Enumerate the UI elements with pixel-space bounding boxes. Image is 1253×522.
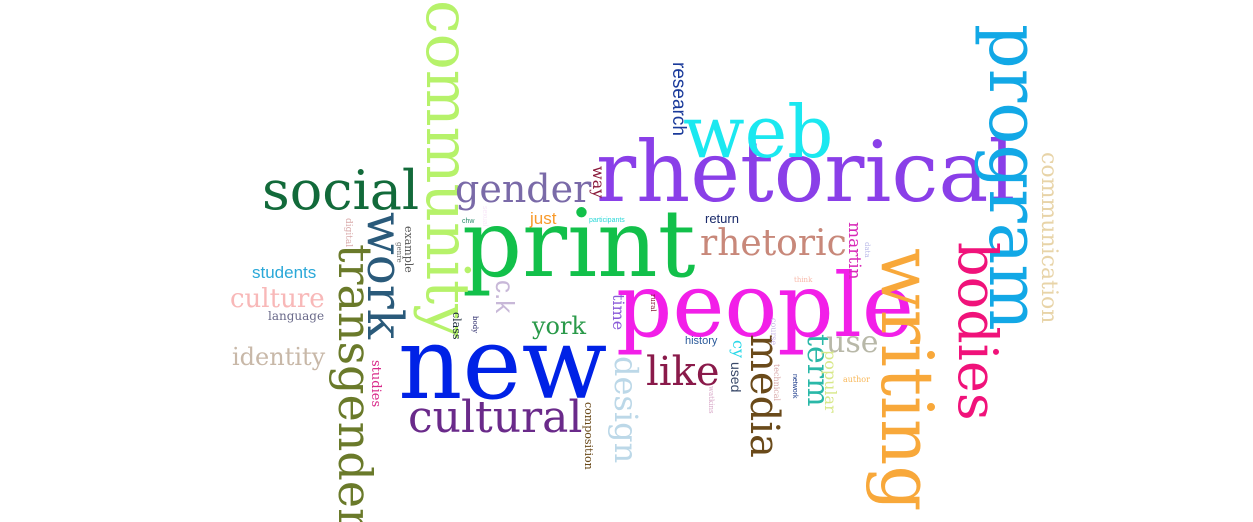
word-rhetorical: rhetorical — [596, 123, 1016, 221]
word-identity: identity — [232, 343, 326, 371]
word-people: people — [616, 254, 914, 357]
word-martin: martin — [844, 222, 864, 280]
word-communication: communication — [1036, 152, 1061, 324]
word-used: used — [728, 362, 744, 393]
word-use: use — [826, 325, 879, 360]
word-york: york — [532, 312, 587, 340]
word-students: students — [252, 263, 317, 282]
word-class: class — [450, 312, 463, 340]
word-bodies: bodies — [946, 242, 1009, 421]
word-return: return — [705, 211, 739, 226]
word-gender: gender — [455, 167, 592, 211]
word-data: data — [863, 242, 871, 258]
word-network: network — [791, 374, 798, 399]
word-writing: writing — [865, 248, 949, 512]
word-author: author — [843, 375, 870, 384]
word-like: like — [646, 349, 720, 395]
word-research: research — [668, 62, 689, 136]
word-social: social — [262, 159, 420, 222]
word-think: think — [794, 276, 813, 284]
word-design: design — [607, 356, 645, 464]
word-way: way — [589, 166, 608, 199]
word-example: example — [402, 226, 415, 273]
word-composition: composition — [582, 402, 595, 470]
word-genre: genre — [395, 242, 403, 263]
word-time: time — [609, 294, 628, 331]
word-print: print — [462, 190, 696, 299]
word-popular: popular — [821, 350, 840, 413]
word-new: new — [398, 305, 608, 422]
word-web: web — [683, 90, 834, 174]
word-sexual: sexual — [481, 206, 488, 227]
word-digital: digital — [343, 218, 353, 248]
word-culture: culture — [230, 284, 325, 314]
word-watkins: watkins — [707, 386, 715, 414]
word-cultural: cultural — [408, 392, 583, 443]
word-ck: c.k — [490, 280, 520, 314]
word-history: history — [685, 335, 718, 347]
word-cy: cy — [729, 340, 748, 358]
word-technical: technical — [772, 364, 781, 402]
word-just: just — [530, 209, 557, 228]
word-rural: rural — [649, 294, 657, 312]
word-chw: chw — [462, 218, 475, 225]
word-participants: participants — [589, 217, 625, 224]
word-studies: studies — [368, 360, 383, 408]
word-rhetoric: rhetoric — [700, 223, 847, 264]
word-body: body — [471, 316, 479, 334]
word-course: course — [769, 318, 778, 346]
word-language: language — [268, 309, 325, 323]
